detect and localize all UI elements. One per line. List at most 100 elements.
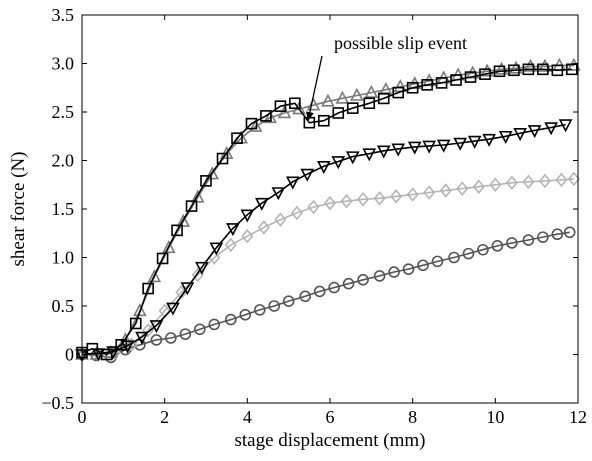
annotation-label: possible slip event: [334, 33, 467, 53]
y-tick-label: 2.0: [52, 151, 75, 171]
square-marker: [231, 132, 243, 144]
square-marker: [392, 86, 405, 99]
diamond-marker: [522, 174, 535, 190]
y-tick-label: 0.5: [52, 296, 75, 316]
circle-marker: [388, 266, 400, 278]
square-marker: [406, 81, 419, 94]
triangle-down-marker: [362, 148, 377, 162]
series-diamond: [75, 171, 580, 362]
diamond-marker: [290, 205, 303, 221]
circle-marker: [342, 277, 355, 290]
circle-marker: [239, 308, 252, 321]
diamond-marker: [125, 337, 138, 353]
triangle-up-marker: [364, 84, 379, 98]
x-tick-label: 2: [160, 407, 169, 427]
series-line: [82, 178, 574, 356]
y-tick-label: −0.5: [41, 393, 74, 413]
diamond-marker: [257, 220, 270, 235]
circle-marker: [477, 243, 489, 256]
square-marker: [493, 65, 506, 78]
square-marker: [274, 100, 287, 112]
square-marker: [479, 68, 491, 80]
square-marker: [171, 224, 183, 237]
annotation-arrow: [305, 55, 323, 121]
diamond-marker: [505, 175, 518, 191]
square-marker: [245, 117, 258, 130]
triangle-up-marker: [263, 110, 277, 124]
triangle-down-marker: [271, 187, 286, 201]
square-marker: [464, 71, 477, 83]
triangle-up-marker: [321, 93, 335, 107]
y-tick-label: 3.0: [52, 54, 75, 74]
square-marker: [377, 92, 390, 105]
y-axis-title: shear force (N): [8, 152, 29, 267]
diamond-marker: [456, 181, 469, 196]
diamond-marker: [224, 237, 237, 253]
circle-marker: [357, 274, 369, 286]
circle-marker: [328, 281, 340, 294]
x-tick-label: 0: [78, 407, 87, 427]
series-circle: [76, 226, 576, 364]
circle-marker: [462, 247, 475, 260]
slip-event-annotation: possible slip event: [305, 33, 467, 121]
series-line: [81, 123, 566, 356]
circle-marker: [225, 313, 237, 326]
triangle-down-marker: [166, 302, 180, 316]
x-tick-label: 12: [569, 407, 587, 427]
triangle-down-marker: [391, 143, 406, 157]
y-tick-label: 1.0: [52, 248, 75, 268]
triangle-up-marker: [277, 105, 292, 119]
triangle-down-marker: [180, 282, 195, 296]
triangle-up-marker: [176, 213, 191, 227]
diamond-marker: [340, 193, 353, 209]
series-triangle-up: [75, 57, 581, 360]
diamond-marker: [555, 172, 568, 188]
triangle-down-marker: [209, 242, 224, 256]
diamond-marker: [390, 189, 403, 204]
square-marker: [435, 77, 448, 89]
square-marker: [332, 107, 345, 119]
series-line: [81, 68, 572, 356]
triangle-up-marker: [190, 189, 205, 203]
triangle-down-marker: [376, 145, 391, 159]
circle-marker: [402, 263, 415, 275]
x-tick-label: 8: [408, 407, 417, 427]
x-tick-label: 10: [486, 407, 504, 427]
triangle-down-marker: [345, 151, 360, 165]
triangle-down-marker: [467, 135, 482, 149]
square-marker: [421, 79, 433, 91]
circle-marker: [448, 251, 460, 264]
triangle-down-marker: [407, 141, 422, 155]
square-marker: [216, 152, 229, 165]
circle-marker: [194, 323, 206, 336]
triangle-down-marker: [422, 140, 437, 154]
y-tick-label: 3.5: [52, 5, 75, 25]
square-marker: [363, 97, 376, 110]
square-marker: [129, 317, 142, 330]
diamond-marker: [538, 173, 551, 189]
x-tick-label: 4: [243, 407, 252, 427]
diamond-marker: [406, 187, 419, 202]
triangle-down-marker: [300, 168, 315, 182]
series-square: [76, 63, 578, 361]
circle-marker: [313, 285, 326, 298]
square-marker: [260, 110, 272, 122]
triangle-down-marker: [195, 261, 209, 275]
square-marker: [508, 64, 520, 77]
square-marker: [142, 282, 154, 295]
triangle-down-marker: [149, 320, 164, 334]
square-marker: [289, 97, 301, 110]
triangle-up-marker: [161, 240, 176, 254]
square-marker: [522, 63, 535, 76]
diamond-marker: [241, 228, 254, 244]
square-marker: [551, 64, 564, 77]
triangle-down-marker: [436, 139, 451, 153]
triangle-down-marker: [482, 133, 496, 147]
triangle-down-marker: [240, 209, 255, 223]
diamond-marker: [274, 212, 287, 227]
triangle-down-marker: [558, 119, 573, 133]
diamond-marker: [472, 179, 485, 194]
triangle-down-marker: [527, 125, 542, 139]
triangle-up-marker: [133, 303, 147, 317]
